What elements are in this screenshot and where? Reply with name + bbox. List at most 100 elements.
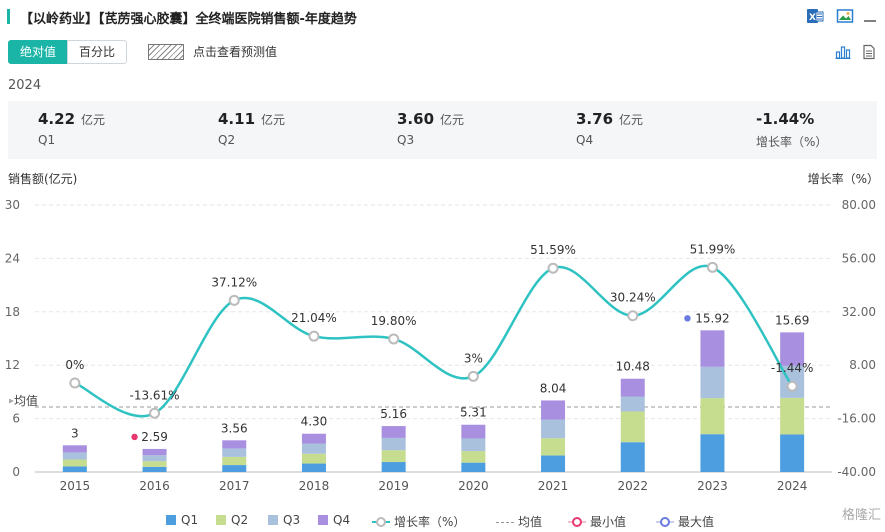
minimize-panel-icon[interactable] <box>861 7 879 25</box>
bar-segment-q4 <box>780 332 805 366</box>
legend-item-q4[interactable]: Q4 <box>318 513 350 527</box>
bar-segment-q3 <box>301 443 326 454</box>
growth-label: 51.59% <box>530 243 576 257</box>
growth-point <box>467 370 479 382</box>
x-tick-label: 2023 <box>697 479 728 493</box>
growth-label: 37.12% <box>211 275 257 289</box>
bar-segment-q2 <box>461 451 486 463</box>
growth-label: -1.44% <box>771 361 813 375</box>
bar-segment-q4 <box>461 424 486 439</box>
growth-point <box>388 333 400 345</box>
growth-point <box>706 261 718 273</box>
page-title: 【以岭药业】【芪苈强心胶囊】全终端医院销售额-年度趋势 <box>20 12 357 27</box>
header: 【以岭药业】【芪苈强心胶囊】全终端医院销售额-年度趋势 X <box>0 0 885 34</box>
bar-segment-q1 <box>222 465 247 472</box>
legend-line <box>496 522 514 523</box>
summary-band: 4.22 亿元 Q1 4.11 亿元 Q2 3.60 亿元 Q3 3.76 亿元 Q4 … <box>8 101 877 159</box>
bar-segment-q2 <box>780 397 805 435</box>
image-export-icon[interactable] <box>836 7 854 25</box>
x-tick-label: 2017 <box>219 479 250 493</box>
growth-point <box>149 407 161 419</box>
kpi-label: 增长率（%） <box>756 135 828 149</box>
forecast-toggle-label[interactable]: 点击查看预测值 <box>193 45 278 59</box>
legend-item-mean[interactable]: 均值 <box>496 513 542 530</box>
x-tick-label: 2021 <box>538 479 569 493</box>
bar-chart-view-icon[interactable] <box>835 44 851 60</box>
growth-point <box>308 330 320 342</box>
legend-label: 增长率（%） <box>394 515 466 529</box>
y2-tick-label: -16.00 <box>837 412 876 426</box>
excel-export-icon[interactable]: X <box>806 7 824 25</box>
bar-total-label: 15.92 <box>695 311 729 325</box>
kpi-value: 4.22 <box>38 110 76 128</box>
kpi-unit: 亿元 <box>440 113 465 127</box>
kpi-label: Q1 <box>38 133 56 147</box>
kpi-label: Q4 <box>576 133 594 147</box>
growth-point <box>547 262 559 274</box>
table-view-icon[interactable] <box>861 44 877 60</box>
tab-percentage[interactable]: 百分比 <box>67 40 127 64</box>
legend-label: 最小值 <box>590 515 627 529</box>
bar-total-label: 3 <box>71 426 79 440</box>
x-tick-label: 2019 <box>378 479 409 493</box>
legend-line <box>372 517 390 527</box>
y-tick-label: 24 <box>5 251 20 265</box>
legend-item-min[interactable]: 最小值 <box>568 513 626 530</box>
bar-segment-q4 <box>62 445 87 453</box>
growth-label: 21.04% <box>291 311 337 325</box>
legend-item-max[interactable]: 最大值 <box>656 513 714 530</box>
bar-segment-q1 <box>700 434 725 472</box>
y2-tick-label: 80.00 <box>842 198 876 212</box>
bar-total-label: 8.04 <box>540 381 567 395</box>
x-tick-label: 2020 <box>458 479 489 493</box>
x-tick-label: 2015 <box>60 479 91 493</box>
bar-segment-q1 <box>62 466 87 472</box>
legend-marker <box>376 517 386 527</box>
min-value-marker <box>131 433 138 441</box>
y2-tick-label: 8.00 <box>849 358 876 372</box>
bar-segment-q2 <box>381 450 406 463</box>
growth-label: 51.99% <box>690 242 736 256</box>
bar-segment-q3 <box>381 437 406 451</box>
tab-absolute-value[interactable]: 绝对值 <box>8 40 68 64</box>
y2-axis-title: 增长率（%） <box>807 172 879 186</box>
x-tick-label: 2018 <box>299 479 330 493</box>
y-tick-label: 0 <box>12 465 20 479</box>
y-tick-label: 12 <box>5 358 20 372</box>
sales-chart: 0 6 12 18 24 30 -40.00 -16.00 8.00 32.00 56.00 80.0… <box>5 198 876 493</box>
bar-total-label: 15.69 <box>775 313 809 327</box>
summary-year: 2024 <box>8 78 42 93</box>
bar-segment-q4 <box>541 400 566 420</box>
bar-segment-q2 <box>700 398 725 435</box>
bar-segment-q2 <box>62 459 87 467</box>
legend-label: 最大值 <box>678 515 715 529</box>
legend-label: Q3 <box>283 513 301 527</box>
bar-segment-q1 <box>620 442 645 472</box>
kpi-q4: 3.76 亿元 Q4 <box>576 109 643 147</box>
kpi-unit: 亿元 <box>619 113 644 127</box>
x-tick-label: 2024 <box>777 479 808 493</box>
legend-item-q1[interactable]: Q1 <box>166 513 198 527</box>
bar-segment-q1 <box>381 462 406 472</box>
x-tick-label: 2022 <box>617 479 648 493</box>
bar-segment-q1 <box>541 455 566 472</box>
y-tick-label: 30 <box>5 198 20 212</box>
legend-item-q3[interactable]: Q3 <box>268 513 300 527</box>
legend-item-q2[interactable]: Q2 <box>216 513 248 527</box>
legend-marker <box>572 517 582 527</box>
forecast-toggle-swatch[interactable] <box>148 44 184 60</box>
bar-segment-q3 <box>700 366 725 399</box>
mean-label: 均值 <box>14 393 38 408</box>
legend-item-growth[interactable]: 增长率（%） <box>372 513 465 530</box>
bar-segment-q2 <box>222 456 247 466</box>
bar-segment-q1 <box>461 462 486 472</box>
legend-label: 均值 <box>518 515 543 529</box>
kpi-label: Q3 <box>397 133 415 147</box>
legend-label: Q1 <box>181 513 199 527</box>
bar-segment-q3 <box>62 452 87 460</box>
y2-tick-label: 56.00 <box>842 251 876 265</box>
bar-segment-q1 <box>142 466 167 472</box>
kpi-q2: 4.11 亿元 Q2 <box>218 109 285 147</box>
bar-segment-q2 <box>301 453 326 464</box>
legend-line <box>656 517 674 527</box>
